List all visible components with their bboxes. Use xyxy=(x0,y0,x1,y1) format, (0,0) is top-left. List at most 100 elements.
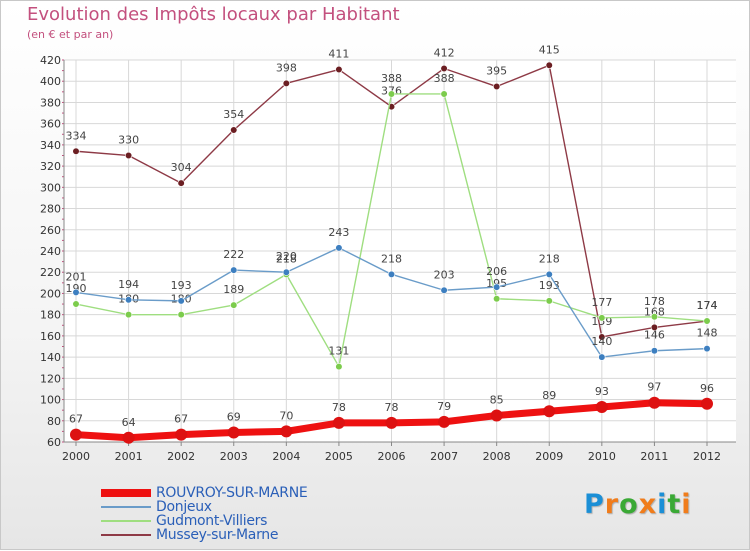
data-point-mussey-sur-marne xyxy=(650,323,659,332)
legend-label: Gudmont-Villiers xyxy=(156,513,268,529)
data-point-mussey-sur-marne xyxy=(124,151,133,160)
y-tick-label: 400 xyxy=(40,75,61,88)
x-tick-label: 2012 xyxy=(693,450,721,463)
data-point-rouvroy-sur-marne xyxy=(227,426,240,439)
x-tick-label: 2001 xyxy=(115,450,143,463)
data-point-donjeux xyxy=(282,268,290,276)
y-tick-label: 280 xyxy=(40,203,61,216)
data-label-donjeux: 148 xyxy=(697,327,718,340)
data-label-gudmont-villiers: 178 xyxy=(644,295,665,308)
y-tick-label: 100 xyxy=(40,394,61,407)
y-tick-label: 140 xyxy=(40,351,61,364)
logo-letter: x xyxy=(638,489,658,520)
x-tick-label: 2000 xyxy=(62,450,90,463)
data-label-rouvroy-sur-marne: 67 xyxy=(69,413,83,426)
y-tick-label: 120 xyxy=(40,372,61,385)
data-point-mussey-sur-marne xyxy=(493,82,501,91)
data-label-gudmont-villiers: 189 xyxy=(223,283,244,296)
data-label-mussey-sur-marne: 304 xyxy=(171,161,192,174)
chart-subtitle: (en € et par an) xyxy=(27,28,114,41)
x-tick-label: 2006 xyxy=(378,450,406,463)
x-tick-label: 2009 xyxy=(535,450,563,463)
data-point-donjeux xyxy=(72,288,80,296)
data-point-mussey-sur-marne xyxy=(598,333,606,341)
y-tick-label: 260 xyxy=(40,224,61,237)
data-label-mussey-sur-marne: 412 xyxy=(434,46,455,59)
x-tick-label: 2008 xyxy=(483,450,511,463)
chart-title: Evolution des Impôts locaux par Habitant xyxy=(27,4,400,25)
data-label-donjeux: 140 xyxy=(591,335,612,348)
data-label-mussey-sur-marne: 411 xyxy=(328,48,349,61)
data-point-rouvroy-sur-marne xyxy=(595,400,608,413)
logo-letter: t xyxy=(667,489,682,520)
data-label-rouvroy-sur-marne: 93 xyxy=(595,385,609,398)
data-label-mussey-sur-marne: 395 xyxy=(486,65,507,78)
y-tick-label: 380 xyxy=(40,96,61,109)
y-tick-label: 320 xyxy=(40,160,61,173)
data-point-mussey-sur-marne xyxy=(335,65,343,74)
data-point-donjeux xyxy=(230,266,238,274)
data-label-rouvroy-sur-marne: 67 xyxy=(174,413,188,426)
data-label-gudmont-villiers: 177 xyxy=(591,296,612,309)
x-tick-label: 2004 xyxy=(272,450,300,463)
y-tick-label: 80 xyxy=(47,415,61,428)
data-point-gudmont-villiers xyxy=(230,301,238,309)
x-tick-label: 2007 xyxy=(430,450,458,463)
data-label-donjeux: 201 xyxy=(66,270,87,283)
data-label-rouvroy-sur-marne: 69 xyxy=(227,410,241,423)
data-label-donjeux: 146 xyxy=(644,329,665,342)
logo-letter: i xyxy=(681,489,692,520)
data-label-donjeux: 193 xyxy=(171,279,192,292)
data-point-rouvroy-sur-marne xyxy=(280,425,293,438)
data-point-rouvroy-sur-marne xyxy=(648,396,661,409)
data-point-mussey-sur-marne xyxy=(440,64,448,73)
data-point-gudmont-villiers xyxy=(545,297,553,305)
data-point-donjeux xyxy=(124,296,133,304)
data-point-donjeux xyxy=(440,286,448,294)
data-label-mussey-sur-marne: 398 xyxy=(276,61,297,74)
data-label-rouvroy-sur-marne: 64 xyxy=(122,416,136,429)
data-point-rouvroy-sur-marne xyxy=(332,416,345,429)
data-point-mussey-sur-marne xyxy=(177,179,185,187)
y-tick-label: 180 xyxy=(40,309,61,322)
data-label-mussey-sur-marne: 330 xyxy=(118,134,139,147)
data-point-rouvroy-sur-marne xyxy=(490,409,503,422)
data-point-donjeux xyxy=(598,353,606,361)
logo-letter: P xyxy=(584,489,605,520)
legend-swatch xyxy=(101,489,151,497)
logo-letter: o xyxy=(619,489,639,520)
data-label-donjeux: 218 xyxy=(539,252,560,265)
legend-swatch xyxy=(101,534,151,536)
data-label-gudmont-villiers: 190 xyxy=(66,282,87,295)
data-point-donjeux xyxy=(493,283,501,291)
data-label-donjeux: 222 xyxy=(223,248,244,261)
legend-label: ROUVROY-SUR-MARNE xyxy=(156,485,308,501)
data-label-gudmont-villiers: 218 xyxy=(276,252,297,265)
x-tick-label: 2002 xyxy=(167,450,195,463)
logo-letter: r xyxy=(604,489,620,520)
y-tick-label: 60 xyxy=(47,436,61,449)
proxiti-logo: Proxiti xyxy=(584,489,692,520)
data-label-rouvroy-sur-marne: 70 xyxy=(279,409,293,422)
y-tick-label: 160 xyxy=(40,330,61,343)
legend-label: Donjeux xyxy=(156,499,212,515)
logo-letter: i xyxy=(657,489,668,520)
data-label-mussey-sur-marne: 168 xyxy=(644,305,665,318)
data-point-mussey-sur-marne xyxy=(545,61,553,69)
data-point-donjeux xyxy=(387,270,396,278)
data-point-mussey-sur-marne xyxy=(230,126,238,134)
y-tick-label: 220 xyxy=(40,266,61,279)
x-tick-label: 2010 xyxy=(588,450,616,463)
data-point-gudmont-villiers xyxy=(387,90,396,98)
data-label-donjeux: 206 xyxy=(486,265,507,278)
data-point-gudmont-villiers xyxy=(440,90,448,98)
data-point-gudmont-villiers xyxy=(335,363,343,371)
data-point-rouvroy-sur-marne xyxy=(438,415,451,428)
data-label-rouvroy-sur-marne: 96 xyxy=(700,382,714,395)
legend-label: Mussey-sur-Marne xyxy=(156,527,279,543)
data-label-mussey-sur-marne: 174 xyxy=(697,299,718,312)
data-point-gudmont-villiers xyxy=(650,313,659,321)
data-point-donjeux xyxy=(335,244,343,252)
